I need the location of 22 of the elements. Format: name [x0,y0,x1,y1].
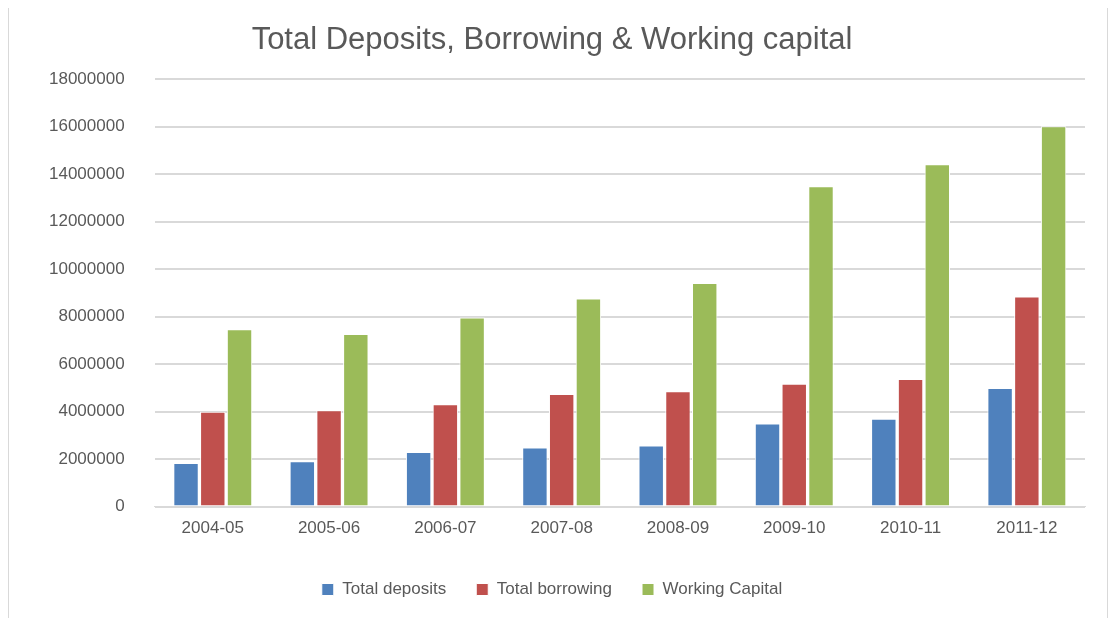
y-tick-label: 12000000 [49,211,125,231]
x-tick-label: 2005-06 [297,518,361,538]
y-tick-label: 10000000 [49,258,125,278]
x-tick-label: 2006-07 [414,518,477,538]
x-tick-label: 2009-10 [763,518,826,538]
x-tick-label: 2004-05 [181,518,244,538]
y-tick-label: 4000000 [58,401,125,421]
x-tick-label: 2007-08 [530,518,593,538]
y-tick-label: 2000000 [58,448,125,468]
legend-label: Total deposits [342,579,447,599]
y-tick-label: 6000000 [58,353,125,373]
x-tick-label: 2008-09 [646,518,710,538]
x-tick-label: 2010-11 [879,518,942,538]
legend-label: Total borrowing [496,579,613,599]
y-tick-label: 0 [115,496,125,516]
y-tick-label: 18000000 [49,68,125,88]
y-tick-label: 16000000 [49,116,125,136]
y-tick-label: 14000000 [49,163,125,183]
chart-title: Total Deposits, Borrowing & Working capital [251,21,853,57]
y-tick-label: 8000000 [58,306,125,326]
legend-label: Working Capital [662,579,783,599]
x-tick-label: 2011-12 [996,518,1058,538]
